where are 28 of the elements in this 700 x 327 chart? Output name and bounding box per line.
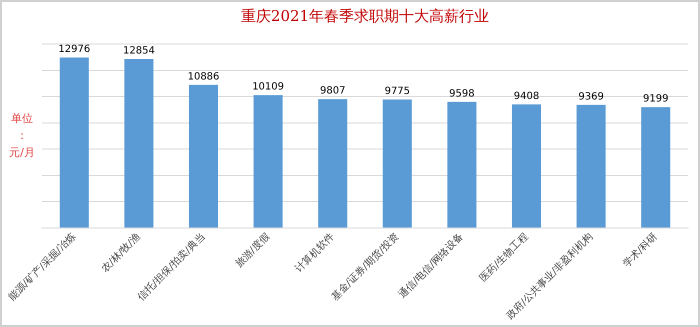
bar	[447, 102, 476, 228]
bar	[512, 104, 542, 228]
data-label: 9199	[642, 94, 668, 105]
bar	[382, 100, 412, 228]
data-label: 9807	[320, 86, 346, 97]
data-label: 10109	[252, 82, 284, 93]
data-label: 9775	[384, 86, 410, 98]
y-axis-title: 单位：元/月	[9, 112, 35, 159]
x-tick-label: 学术/科研	[620, 230, 660, 270]
bar	[576, 104, 606, 228]
bar	[124, 59, 154, 228]
data-label: 12854	[122, 46, 155, 57]
x-tick-label: 旅游/度假	[232, 230, 272, 270]
bar	[254, 95, 283, 228]
data-label: 12976	[58, 44, 90, 56]
x-tick-label: 计算机软件	[292, 230, 337, 275]
bar	[318, 99, 348, 228]
data-label: 9408	[514, 90, 540, 102]
bar	[188, 84, 218, 228]
bar	[60, 57, 89, 228]
data-label: 9598	[449, 88, 475, 100]
data-label: 10886	[188, 72, 220, 83]
chart-title: 重庆2021年春季求职期十大高薪行业	[240, 6, 490, 25]
x-tick-label: 能源/矿产/采掘/冶炼	[6, 230, 78, 303]
data-label: 9369	[578, 91, 604, 102]
bar	[641, 107, 670, 228]
x-tick-label: 农/林/牧/渔	[98, 230, 143, 275]
x-tick-label: 医药/生物工程	[477, 230, 530, 284]
